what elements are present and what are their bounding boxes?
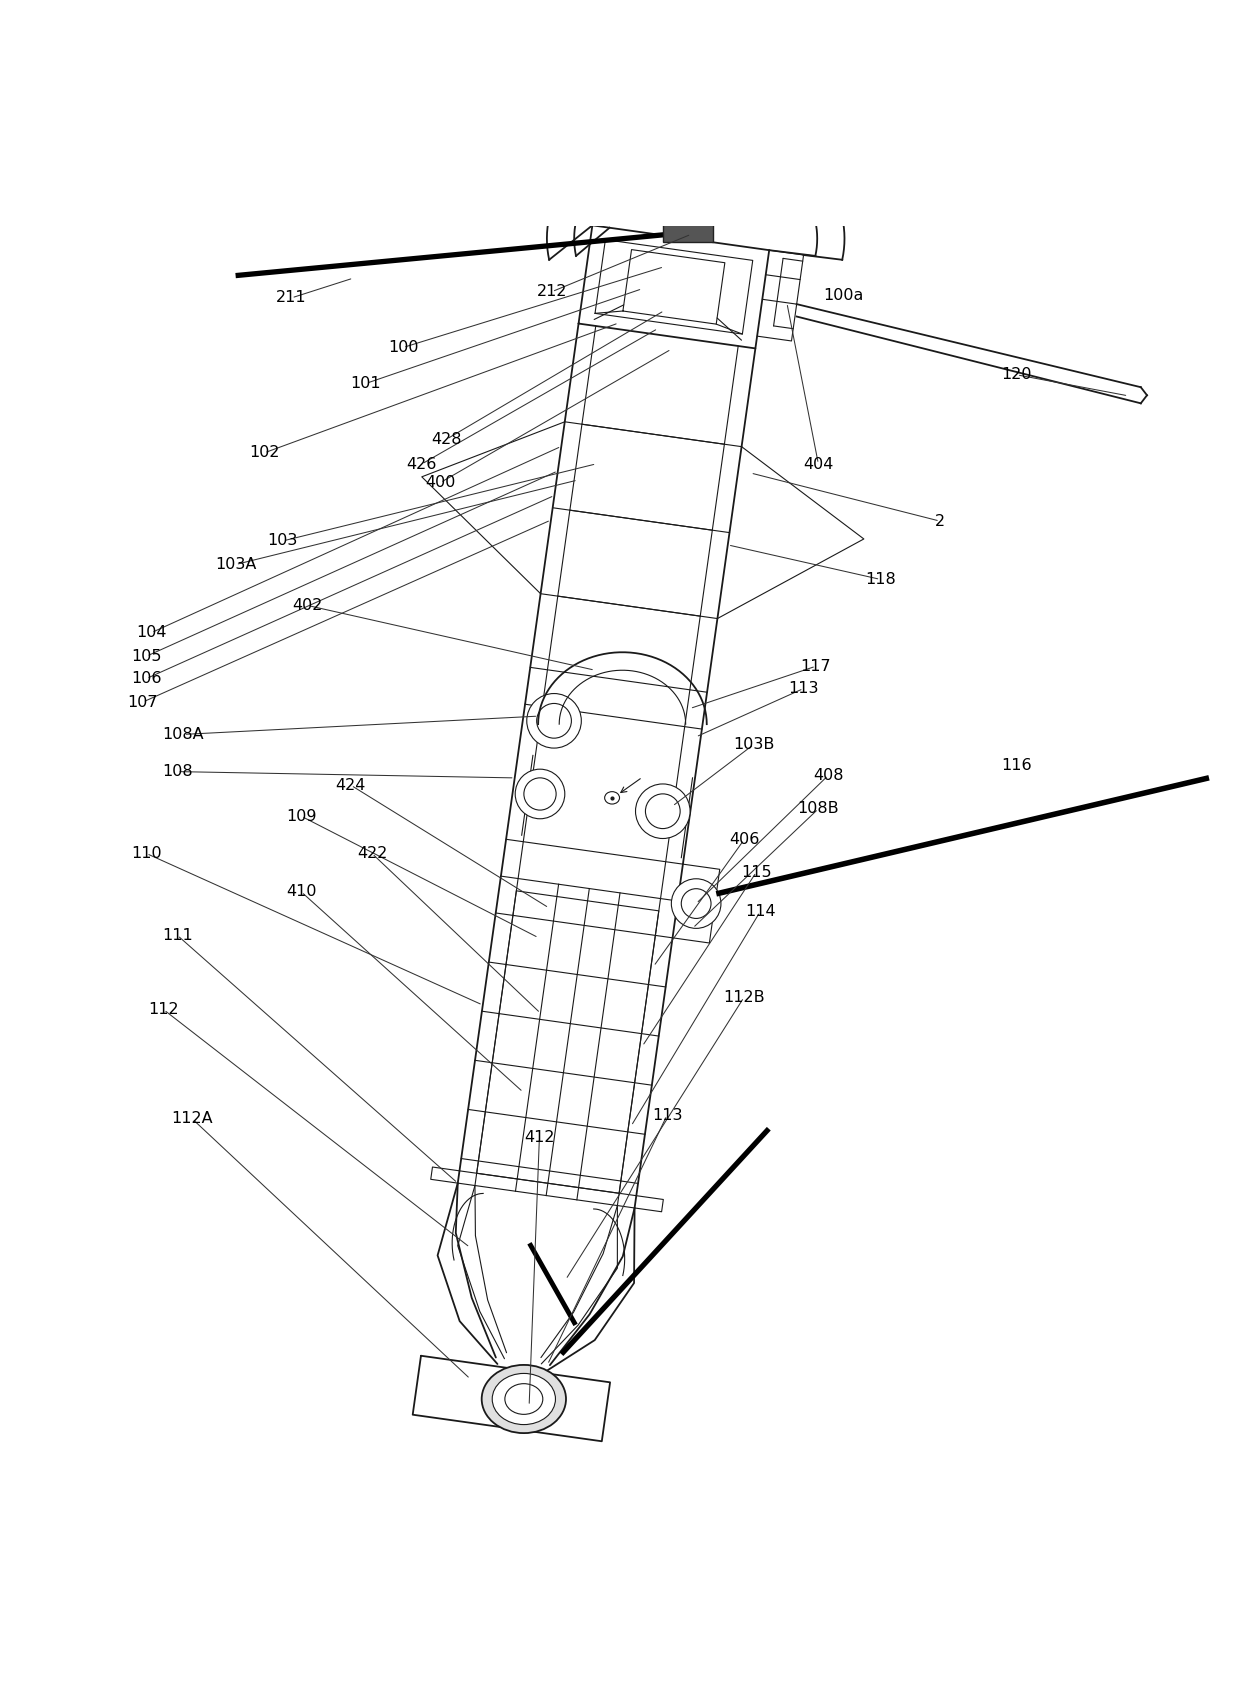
Ellipse shape bbox=[481, 1365, 565, 1433]
Text: 112: 112 bbox=[149, 1002, 179, 1017]
Ellipse shape bbox=[636, 783, 691, 839]
Ellipse shape bbox=[681, 888, 711, 919]
Text: 422: 422 bbox=[357, 846, 387, 861]
Text: 110: 110 bbox=[131, 846, 161, 861]
Ellipse shape bbox=[505, 1384, 543, 1415]
Text: 109: 109 bbox=[286, 809, 316, 824]
Ellipse shape bbox=[527, 694, 582, 748]
Text: 100a: 100a bbox=[823, 288, 863, 303]
Text: 100: 100 bbox=[388, 340, 418, 355]
Text: 112B: 112B bbox=[723, 990, 765, 1005]
Text: 115: 115 bbox=[742, 865, 771, 880]
Text: 107: 107 bbox=[128, 695, 157, 709]
Text: 105: 105 bbox=[131, 648, 161, 663]
Text: 106: 106 bbox=[131, 672, 161, 685]
Text: 108A: 108A bbox=[162, 728, 205, 741]
Ellipse shape bbox=[646, 794, 681, 829]
Ellipse shape bbox=[605, 792, 620, 804]
Text: 108: 108 bbox=[162, 765, 192, 778]
Text: 108B: 108B bbox=[797, 802, 839, 816]
Text: 103: 103 bbox=[268, 533, 298, 548]
Ellipse shape bbox=[515, 770, 564, 819]
Text: 118: 118 bbox=[866, 572, 895, 587]
Text: 400: 400 bbox=[425, 475, 455, 491]
Text: 111: 111 bbox=[162, 927, 192, 942]
Text: 412: 412 bbox=[525, 1130, 554, 1145]
Text: 112A: 112A bbox=[171, 1112, 213, 1127]
Text: 120: 120 bbox=[1002, 367, 1032, 382]
Text: 428: 428 bbox=[432, 431, 461, 447]
Text: 104: 104 bbox=[136, 626, 166, 640]
Text: 406: 406 bbox=[729, 832, 759, 848]
Text: 2: 2 bbox=[935, 514, 945, 528]
Text: 102: 102 bbox=[249, 445, 279, 460]
Text: 101: 101 bbox=[351, 376, 381, 391]
Text: 103A: 103A bbox=[215, 557, 257, 572]
Text: 212: 212 bbox=[537, 284, 567, 299]
Ellipse shape bbox=[671, 878, 720, 929]
Text: 116: 116 bbox=[1002, 758, 1032, 773]
Ellipse shape bbox=[492, 1374, 556, 1425]
Text: 408: 408 bbox=[813, 768, 843, 783]
Text: 410: 410 bbox=[286, 885, 316, 900]
Text: 114: 114 bbox=[745, 904, 775, 919]
Bar bbox=[663, 223, 713, 242]
Text: 402: 402 bbox=[293, 597, 322, 613]
Text: 113: 113 bbox=[789, 680, 818, 695]
Ellipse shape bbox=[537, 704, 572, 738]
Text: 117: 117 bbox=[801, 658, 831, 673]
Text: 426: 426 bbox=[407, 457, 436, 472]
Text: 404: 404 bbox=[804, 457, 833, 472]
Text: 103B: 103B bbox=[733, 736, 775, 751]
Text: 211: 211 bbox=[277, 291, 306, 306]
Ellipse shape bbox=[523, 778, 556, 810]
Text: 424: 424 bbox=[336, 778, 366, 794]
Text: 113: 113 bbox=[652, 1108, 682, 1122]
